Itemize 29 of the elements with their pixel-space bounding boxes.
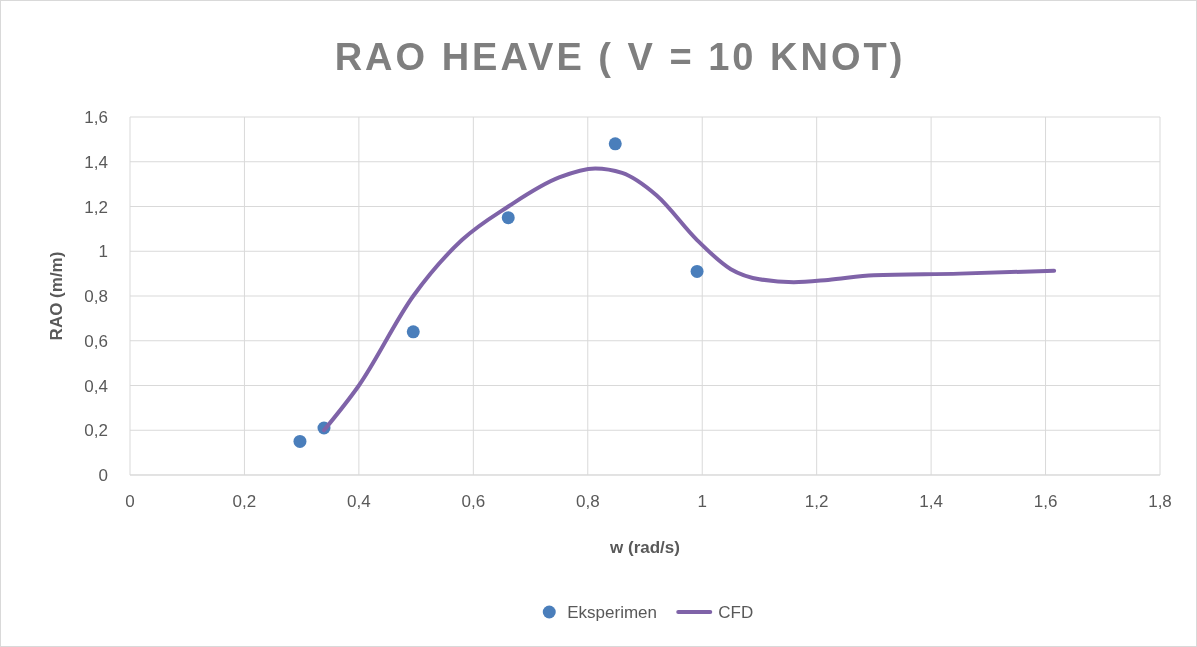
point	[293, 434, 307, 448]
x-tick-label: 1,2	[804, 492, 829, 511]
legend-label: CFD	[718, 603, 754, 622]
x-tick-label: 0	[125, 492, 135, 511]
chart-title: RAO HEAVE ( V = 10 KNOT)	[334, 36, 906, 78]
point	[690, 264, 704, 278]
x-tick-label: 0,6	[461, 492, 486, 511]
point	[501, 211, 515, 225]
x-tick-label: 0,8	[575, 492, 600, 511]
y-tick-label: 1,4	[84, 152, 108, 172]
x-axis-title: w (rad/s)	[609, 538, 680, 557]
x-tick-label: 1,4	[919, 492, 943, 511]
y-tick-label: 0	[98, 466, 108, 485]
y-tick-label: 0,8	[84, 287, 108, 306]
x-tick-label: 1,6	[1033, 492, 1058, 511]
point	[406, 325, 420, 339]
x-tick-label: 0,4	[347, 492, 371, 511]
y-tick-label: 0,2	[84, 421, 108, 441]
y-tick-label: 0,6	[84, 331, 108, 351]
x-tick-label: 0,2	[232, 492, 257, 511]
x-tick-label: 1,8	[1148, 492, 1172, 511]
y-tick-label: 1,2	[84, 197, 108, 217]
x-tick-label: 1	[697, 492, 707, 511]
y-axis-title: RAO (m/m)	[47, 251, 66, 341]
y-tick-label: 0,4	[84, 376, 108, 396]
y-tick-label: 1	[98, 242, 108, 262]
y-tick-label: 1,6	[84, 108, 108, 127]
legend-label: Eksperimen	[567, 603, 658, 622]
point	[608, 137, 622, 151]
